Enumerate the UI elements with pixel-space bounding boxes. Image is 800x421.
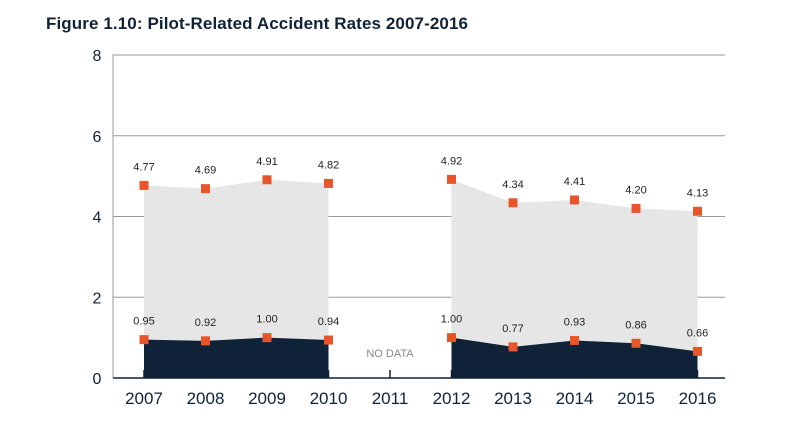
series-2-marker: [631, 338, 641, 348]
series-1-marker: [324, 178, 333, 188]
y-tick-label: 4: [93, 210, 102, 227]
y-tick-label: 2: [93, 290, 102, 307]
series-1-data-label: 4.69: [195, 165, 216, 177]
series-2-data-label: 0.94: [318, 316, 339, 328]
gap-annotation: NO DATA: [366, 348, 414, 360]
series-1-marker: [693, 206, 702, 216]
x-tick-label: 2013: [494, 389, 532, 408]
series-2-marker: [262, 333, 272, 343]
series-2-marker: [139, 335, 149, 345]
series-2-marker: [447, 333, 456, 343]
series-2-data-label: 0.93: [564, 316, 585, 328]
series-1-data-label: 4.92: [441, 155, 462, 167]
x-tick-label: 2009: [248, 389, 286, 408]
series-1-data-label: 4.13: [687, 187, 708, 199]
series-2-marker: [324, 335, 333, 345]
series-2-marker: [693, 346, 702, 356]
series-1-data-label: 4.77: [133, 161, 154, 173]
x-tick-label: 2016: [679, 389, 717, 408]
series-1-marker: [447, 174, 456, 184]
series-1-data-label: 4.34: [502, 179, 523, 191]
y-tick-label: 0: [93, 371, 102, 388]
x-tick-label: 2011: [372, 389, 409, 408]
series-1-data-label: 4.20: [625, 184, 646, 196]
series-1-data-label: 4.41: [564, 176, 585, 188]
x-tick-label: 2007: [125, 389, 163, 408]
series-2-data-label: 1.00: [441, 314, 462, 326]
series-1-data-label: 4.91: [256, 156, 277, 168]
series-1-marker: [570, 195, 579, 205]
series-1-marker: [262, 175, 272, 185]
data-markers: [139, 174, 702, 356]
chart-title: Figure 1.10: Pilot-Related Accident Rate…: [46, 14, 469, 33]
series-1-marker: [139, 180, 149, 190]
data-labels: 4.77 4.69 4.91 4.82 4.92 4.34 4.41 4.20 4.13 0.95…: [133, 155, 708, 339]
x-tick-label: 2008: [187, 389, 225, 408]
series-2-data-label: 0.95: [133, 316, 154, 328]
x-tick-label: 2012: [433, 389, 471, 408]
x-tick-label: 2014: [556, 389, 594, 408]
series-2-area-1: [144, 337, 329, 378]
series-2-marker: [570, 335, 579, 345]
series-1-data-label: 4.82: [318, 159, 339, 171]
series-1-marker: [508, 198, 518, 208]
series-2-data-label: 0.92: [195, 317, 216, 329]
series-2-marker: [508, 342, 518, 352]
x-tick-label: 2010: [310, 389, 348, 408]
series-2-data-label: 0.77: [502, 323, 523, 335]
series-2-marker: [201, 336, 210, 346]
series-1-marker: [631, 203, 641, 213]
x-axis-ticks: 2007 2008 2009 2010 2011 2012 2013 2014 2015 2016: [113, 370, 725, 408]
series-1-marker: [201, 184, 210, 194]
series-1-area-1: [144, 179, 329, 378]
series-2-data-label: 1.00: [256, 314, 277, 326]
y-axis-ticks: 0 2 4 6 8: [93, 48, 102, 388]
no-data-label: NO DATA: [366, 348, 414, 360]
series-2-data-label: 0.66: [687, 327, 708, 339]
x-tick-label: 2015: [617, 389, 655, 408]
series-2-data-label: 0.86: [625, 319, 646, 331]
series-areas: [144, 179, 698, 378]
y-tick-label: 8: [93, 48, 102, 65]
y-tick-label: 6: [93, 129, 102, 146]
series-1-area-2: [451, 179, 698, 378]
